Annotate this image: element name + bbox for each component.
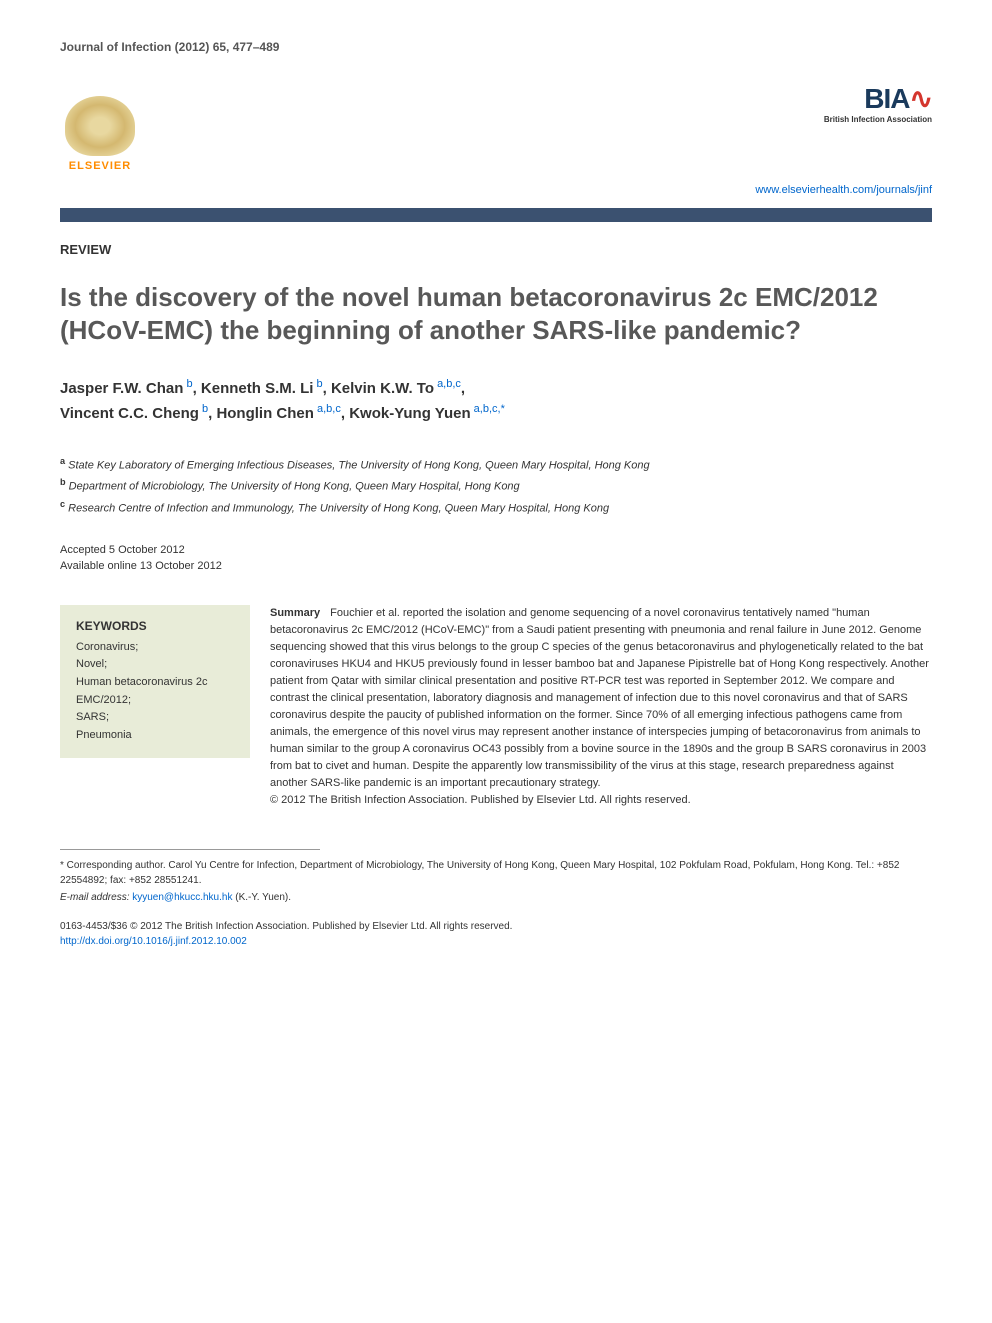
author-affil-sup: a,b,c xyxy=(434,378,461,390)
bia-wave-icon: ∿ xyxy=(910,83,932,114)
abstract-row: KEYWORDS Coronavirus; Novel; Human betac… xyxy=(60,605,932,810)
email-label: E-mail address: xyxy=(60,892,129,903)
journal-citation: Journal of Infection (2012) 65, 477–489 xyxy=(60,40,932,54)
author-name: Honglin Chen xyxy=(216,405,314,422)
keyword-item: Pneumonia xyxy=(76,727,234,745)
email-suffix: (K.-Y. Yuen). xyxy=(235,892,291,903)
keyword-item: Human betacoronavirus 2c EMC/2012; xyxy=(76,674,234,709)
author-name: Kenneth S.M. Li xyxy=(201,380,314,397)
summary-text: Fouchier et al. reported the isolation a… xyxy=(270,607,929,789)
author-name: Jasper F.W. Chan xyxy=(60,380,183,397)
corresponding-author-note: * Corresponding author. Carol Yu Centre … xyxy=(60,858,932,888)
issn-copyright-line: 0163-4453/$36 © 2012 The British Infecti… xyxy=(60,919,932,934)
author-affil-sup: b xyxy=(199,403,208,415)
summary-box: SummaryFouchier et al. reported the isol… xyxy=(270,605,932,810)
author-affil-sup: b xyxy=(183,378,192,390)
keyword-item: SARS; xyxy=(76,709,234,727)
page-footer: 0163-4453/$36 © 2012 The British Infecti… xyxy=(60,919,932,949)
article-title: Is the discovery of the novel human beta… xyxy=(60,281,932,346)
journal-url-row: www.elsevierhealth.com/journals/jinf xyxy=(60,180,932,198)
logo-row: ELSEVIER BIA∿ British Infection Associat… xyxy=(60,82,932,172)
author-name: Kelvin K.W. To xyxy=(331,380,434,397)
online-date: Available online 13 October 2012 xyxy=(60,558,932,575)
email-line: E-mail address: kyyuen@hkucc.hku.hk (K.-… xyxy=(60,892,932,903)
author-name: Vincent C.C. Cheng xyxy=(60,405,199,422)
doi-link[interactable]: http://dx.doi.org/10.1016/j.jinf.2012.10… xyxy=(60,936,247,947)
affiliations-block: a State Key Laboratory of Emerging Infec… xyxy=(60,454,932,518)
elsevier-wordmark: ELSEVIER xyxy=(69,160,131,172)
accepted-date: Accepted 5 October 2012 xyxy=(60,542,932,559)
affiliation-line: b Department of Microbiology, The Univer… xyxy=(60,475,932,496)
authors-list: Jasper F.W. Chan b, Kenneth S.M. Li b, K… xyxy=(60,376,932,426)
author-affil-sup: b xyxy=(313,378,322,390)
bia-logo: BIA∿ xyxy=(824,82,932,115)
summary-copyright: © 2012 The British Infection Association… xyxy=(270,792,932,809)
bia-logo-block: BIA∿ British Infection Association xyxy=(824,82,932,124)
keywords-box: KEYWORDS Coronavirus; Novel; Human betac… xyxy=(60,605,250,759)
author-affil-sup: a,b,c,* xyxy=(471,403,505,415)
affiliation-line: c Research Centre of Infection and Immun… xyxy=(60,497,932,518)
affiliation-line: a State Key Laboratory of Emerging Infec… xyxy=(60,454,932,475)
footnote-divider xyxy=(60,849,320,850)
summary-label: Summary xyxy=(270,607,320,619)
keyword-item: Novel; xyxy=(76,656,234,674)
keyword-item: Coronavirus; xyxy=(76,639,234,657)
journal-url[interactable]: www.elsevierhealth.com/journals/jinf xyxy=(755,184,932,196)
keywords-heading: KEYWORDS xyxy=(76,619,234,633)
header-color-bar xyxy=(60,208,932,222)
bia-full-name: British Infection Association xyxy=(824,115,932,124)
author-name: Kwok-Yung Yuen xyxy=(349,405,470,422)
corresponding-email-link[interactable]: kyyuen@hkucc.hku.hk xyxy=(132,892,232,903)
elsevier-logo: ELSEVIER xyxy=(60,82,140,172)
keywords-list: Coronavirus; Novel; Human betacoronaviru… xyxy=(76,639,234,745)
publication-dates: Accepted 5 October 2012 Available online… xyxy=(60,542,932,575)
elsevier-tree-icon xyxy=(65,96,135,156)
author-affil-sup: a,b,c xyxy=(314,403,341,415)
article-type-label: REVIEW xyxy=(60,242,932,257)
